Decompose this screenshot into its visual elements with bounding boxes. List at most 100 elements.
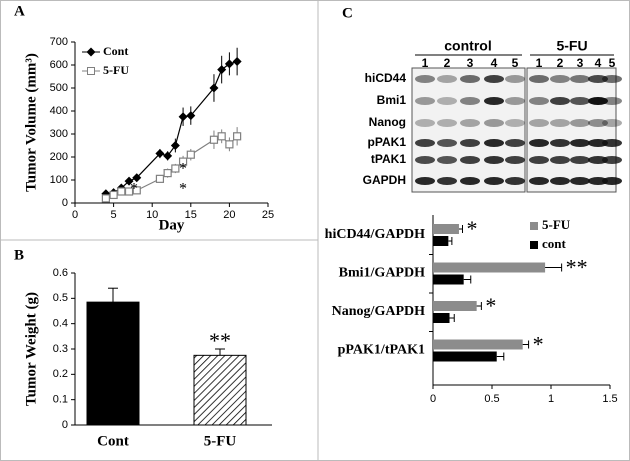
marker: [217, 132, 226, 141]
band: [460, 119, 480, 127]
marker: [124, 176, 134, 186]
band: [484, 177, 504, 185]
marker: [163, 169, 172, 178]
marker: [155, 174, 165, 183]
legend-label: Cont: [103, 44, 128, 58]
band: [415, 75, 435, 83]
band: [550, 156, 570, 164]
y-tick-label: 0.3: [53, 343, 68, 355]
marker: [132, 173, 142, 183]
bar: [193, 354, 247, 426]
band: [437, 97, 457, 105]
marker: [171, 164, 180, 173]
y-tick-label: pPAK1/tPAK1: [338, 343, 425, 358]
y-tick-label: 0.2: [53, 368, 68, 380]
marker: [209, 83, 219, 93]
band: [550, 139, 570, 147]
legend-label: 5-FU: [542, 217, 571, 232]
band: [588, 97, 608, 105]
legend-swatch: [530, 241, 538, 249]
band: [437, 177, 457, 185]
marker: [232, 57, 242, 67]
y-axis-title: Tumor Weight (g): [23, 292, 39, 406]
band: [570, 177, 590, 185]
x-tick-label: 0: [72, 209, 78, 221]
marker: [225, 140, 234, 149]
x-tick-label: 15: [185, 209, 197, 221]
x-tick-label: 5: [111, 209, 117, 221]
row-label: Bmi1: [377, 93, 407, 107]
row-label: GAPDH: [363, 173, 406, 187]
band: [550, 75, 570, 83]
y-tick-label: 0: [62, 197, 68, 209]
x-tick-label: 25: [262, 209, 274, 221]
band: [570, 139, 590, 147]
row-label: tPAK1: [371, 152, 406, 166]
band: [484, 75, 504, 83]
band: [415, 139, 435, 147]
lane-label: 4: [595, 56, 602, 70]
band: [529, 97, 549, 105]
band: [505, 119, 525, 127]
band: [437, 139, 457, 147]
lane-label: 2: [557, 56, 564, 70]
y-axis-title: Tumor Volume (mm³): [23, 53, 39, 192]
x-tick-label: Cont: [97, 433, 129, 449]
band: [529, 177, 549, 185]
band: [588, 177, 608, 185]
y-tick-label: 0: [62, 419, 68, 431]
band: [415, 177, 435, 185]
lane-label: 2: [444, 56, 451, 70]
y-tick-label: Bmi1/GAPDH: [339, 266, 425, 281]
band: [505, 97, 525, 105]
x-tick-label: 20: [223, 209, 235, 221]
bar: [433, 339, 523, 350]
bar: [433, 313, 450, 323]
legend-marker: [87, 67, 95, 75]
bar: [433, 301, 477, 311]
group-label: control: [444, 38, 491, 54]
marker: [124, 187, 134, 196]
y-tick-label: hiCD44/GAPDH: [325, 227, 425, 242]
band: [550, 119, 570, 127]
band: [602, 139, 622, 147]
x-tick-label: 0.5: [484, 393, 499, 405]
x-tick-label: 1.5: [602, 393, 617, 405]
band: [415, 97, 435, 105]
lane-label: 1: [536, 56, 543, 70]
row-label: pPAK1: [368, 135, 407, 149]
band: [602, 75, 622, 83]
band: [529, 119, 549, 127]
y-tick-label: Nanog/GAPDH: [332, 304, 425, 319]
y-tick-label: 0.5: [53, 292, 68, 304]
band: [602, 177, 622, 185]
marker: [178, 157, 188, 166]
legend-swatch: [530, 222, 538, 230]
legend-label: cont: [542, 236, 567, 251]
annotation: *: [467, 216, 478, 241]
bar: [86, 301, 140, 426]
marker: [109, 190, 118, 200]
marker: [209, 135, 219, 144]
marker: [132, 186, 141, 195]
x-tick-label: 10: [146, 209, 158, 221]
band: [529, 139, 549, 147]
band: [529, 75, 549, 83]
y-tick-label: 300: [50, 128, 68, 140]
marker: [224, 59, 234, 69]
panel-label: C: [342, 5, 353, 21]
marker: [101, 194, 110, 203]
band: [588, 139, 608, 147]
y-tick-label: 0.1: [53, 394, 68, 406]
group-label: 5-FU: [556, 38, 587, 54]
band: [602, 119, 622, 127]
band: [437, 119, 457, 127]
marker: [186, 111, 196, 121]
annotation: **: [209, 328, 231, 353]
marker: [163, 151, 173, 161]
lane-label: 5: [512, 56, 519, 70]
band: [588, 156, 608, 164]
y-tick-label: 100: [50, 174, 68, 186]
